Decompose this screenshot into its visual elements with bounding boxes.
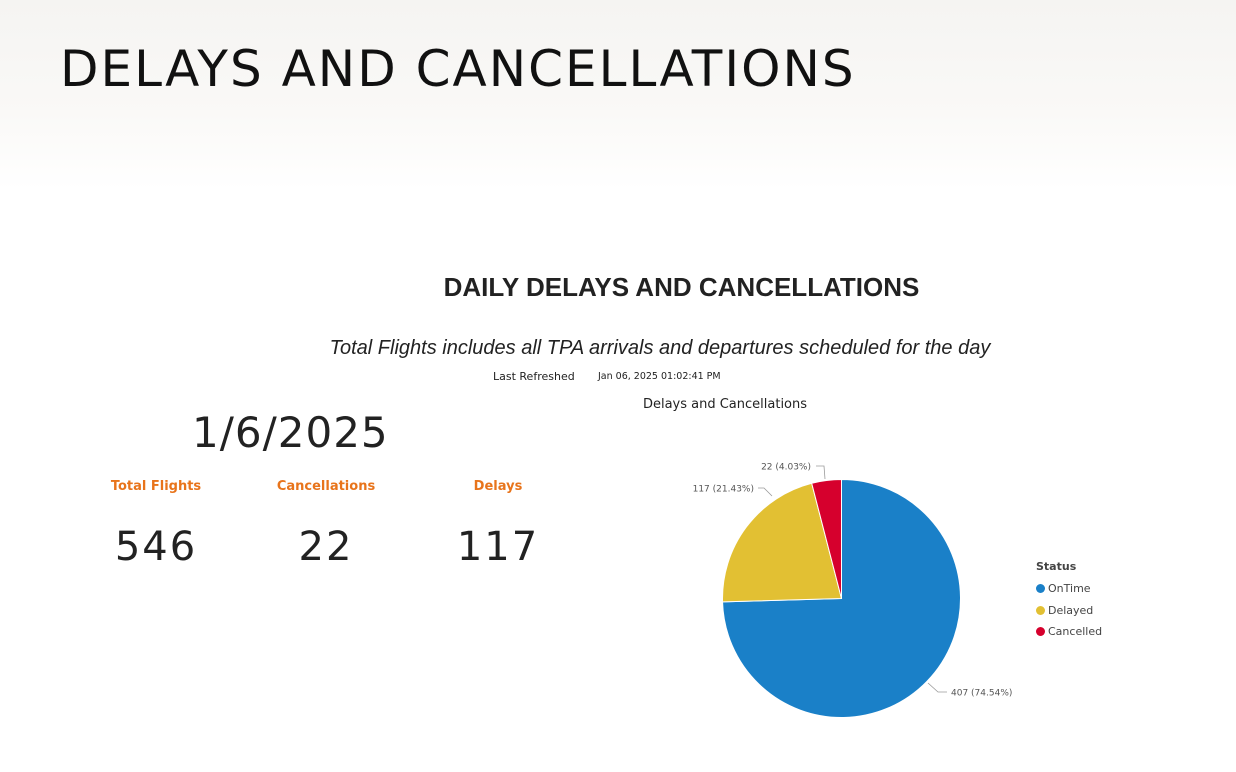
page-header: DELAYS AND CANCELLATIONS bbox=[0, 0, 1236, 190]
legend-dot-icon bbox=[1036, 584, 1045, 594]
report-date: 1/6/2025 bbox=[192, 408, 389, 457]
kpi-label: Cancellations bbox=[276, 479, 376, 494]
last-refreshed-value: Jan 06, 2025 01:02:41 PM bbox=[598, 371, 721, 382]
kpi-total-flights[interactable]: Total Flights 546 bbox=[66, 478, 246, 570]
pie-slice-cancelled[interactable] bbox=[811, 478, 842, 599]
leader-line-delayed bbox=[758, 487, 773, 497]
kpi-value: 117 bbox=[456, 524, 540, 570]
pie-slice-delayed[interactable] bbox=[722, 482, 843, 603]
legend-item-ontime[interactable]: OnTime bbox=[1036, 578, 1102, 600]
legend-title: Status bbox=[1036, 560, 1077, 573]
legend-dot-icon bbox=[1036, 627, 1045, 637]
legend-item-delayed[interactable]: Delayed bbox=[1036, 600, 1102, 622]
legend-label: Delayed bbox=[1048, 603, 1094, 617]
legend-dot-icon bbox=[1036, 605, 1045, 615]
report-subtitle: Total Flights includes all TPA arrivals … bbox=[329, 337, 991, 359]
chart-title: Delays and Cancellations bbox=[642, 397, 808, 412]
pie-chart[interactable]: 407 (74.54%) 117 (21.43%) 22 (4.03%) bbox=[640, 440, 1040, 730]
data-label-delayed: 117 (21.43%) bbox=[693, 485, 754, 495]
legend-item-cancelled[interactable]: Cancelled bbox=[1036, 621, 1102, 643]
kpi-value: 22 bbox=[298, 524, 354, 570]
leader-line-cancelled bbox=[816, 465, 826, 480]
legend-label: OnTime bbox=[1048, 582, 1091, 596]
page-title: DELAYS AND CANCELLATIONS bbox=[60, 40, 856, 98]
kpi-value: 546 bbox=[114, 524, 198, 570]
kpi-cancellations[interactable]: Cancellations 22 bbox=[236, 478, 416, 570]
report-title: DAILY DELAYS AND CANCELLATIONS bbox=[443, 272, 920, 302]
leader-line-ontime bbox=[927, 682, 947, 693]
legend-label: Cancelled bbox=[1048, 625, 1103, 639]
kpi-label: Delays bbox=[473, 479, 523, 494]
last-refreshed-label: Last Refreshed bbox=[493, 370, 575, 383]
kpi-delays[interactable]: Delays 117 bbox=[408, 478, 588, 570]
data-label-ontime: 407 (74.54%) bbox=[951, 689, 1012, 699]
chart-legend: Status OnTime Delayed Cancelled bbox=[1036, 560, 1102, 643]
kpi-label: Total Flights bbox=[110, 479, 202, 494]
data-label-cancelled: 22 (4.03%) bbox=[761, 463, 811, 473]
